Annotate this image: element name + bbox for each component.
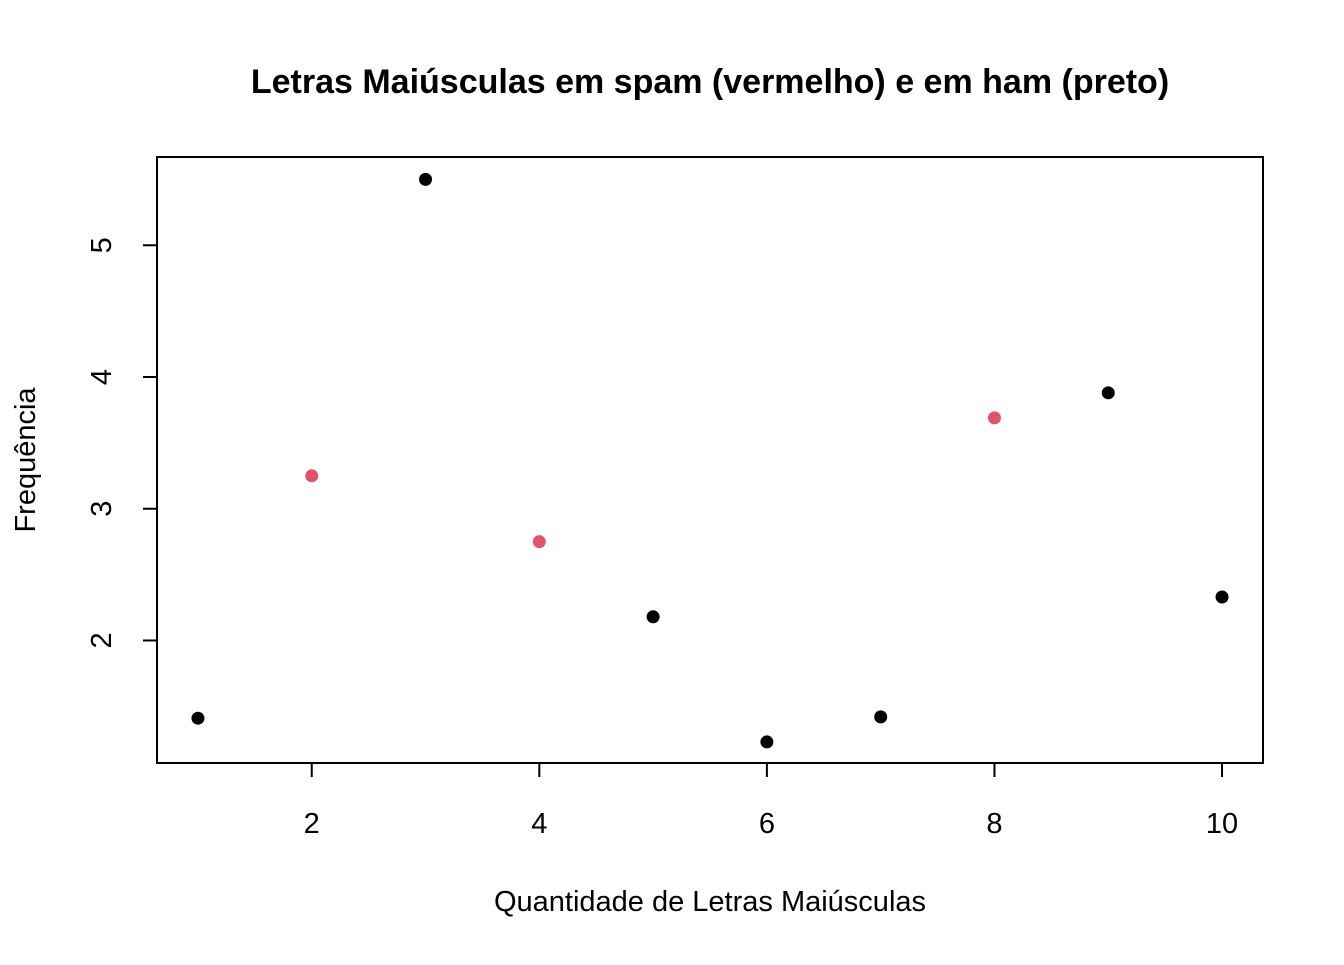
x-tick-label: 10 [1206,808,1238,840]
x-tick-label: 4 [531,808,547,840]
x-tick-label: 8 [986,808,1002,840]
y-tick-label: 5 [86,237,118,253]
plot-frame [156,156,1264,764]
data-point-ham [419,172,433,186]
x-tick-label: 2 [304,808,320,840]
y-tick-label: 2 [86,632,118,648]
data-point-ham [646,610,660,624]
x-tick-label: 6 [759,808,775,840]
x-axis: 2 4 6 8 10 [304,762,1238,840]
data-point-ham [1101,386,1115,400]
y-tick-label: 4 [86,369,118,385]
y-tick-label: 3 [86,501,118,517]
y-axis-label: Frequência [10,387,42,533]
data-points [191,172,1229,749]
data-point-spam [305,469,319,483]
x-axis-label: Quantidade de Letras Maiúsculas [494,886,926,918]
chart-title: Letras Maiúsculas em spam (vermelho) e e… [251,63,1169,101]
data-point-spam [532,535,546,549]
data-point-spam [987,411,1001,425]
data-point-ham [874,710,888,724]
data-point-ham [760,735,774,749]
y-axis: 2 3 4 5 [86,237,158,649]
data-point-ham [191,711,205,725]
data-point-ham [1215,590,1229,604]
